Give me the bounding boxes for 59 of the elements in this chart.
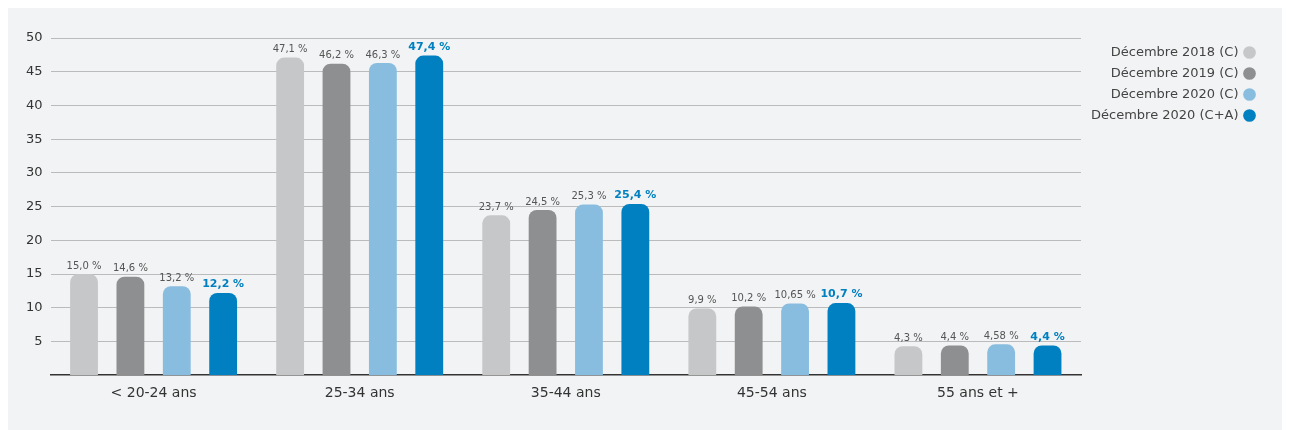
bar <box>209 292 238 376</box>
bar <box>827 303 856 376</box>
data-label: 25,4 % <box>614 188 657 202</box>
bar <box>368 62 397 376</box>
bar <box>482 215 511 376</box>
legend-label: Décembre 2020 (C+A) <box>1091 106 1239 122</box>
data-label: 46,3 % <box>365 48 401 60</box>
bar <box>276 57 305 376</box>
x-tick-label: 45-54 ans <box>736 384 807 401</box>
bar <box>688 308 717 376</box>
data-label: 4,58 % <box>983 329 1019 341</box>
x-tick-label: < 20-24 ans <box>110 384 197 401</box>
y-tick-label: 40 <box>26 96 43 112</box>
data-label: 47,1 % <box>272 43 308 55</box>
data-label: 9,9 % <box>688 294 717 306</box>
bar <box>1033 345 1062 376</box>
y-tick-label: 45 <box>26 63 43 79</box>
data-label: 12,2 % <box>202 277 245 291</box>
bar <box>940 345 969 376</box>
bar <box>894 346 923 376</box>
y-tick-label: 20 <box>26 231 43 247</box>
bar <box>116 276 145 376</box>
data-label: 10,65 % <box>774 288 816 300</box>
data-label: 13,2 % <box>159 271 195 283</box>
y-tick-label: 35 <box>26 130 43 146</box>
bar <box>734 306 763 376</box>
data-label: 10,2 % <box>731 292 767 303</box>
data-label: 4,3 % <box>894 331 923 343</box>
data-label: 15,0 % <box>66 259 102 271</box>
x-tick-label: 25-34 ans <box>324 384 395 401</box>
y-tick-label: 5 <box>34 332 43 348</box>
data-label: 47,4 % <box>408 39 451 53</box>
bar <box>621 203 650 376</box>
y-tick-label: 10 <box>26 299 43 315</box>
legend-label: Décembre 2019 (C) <box>1110 64 1239 80</box>
data-label: 46,2 % <box>319 49 354 61</box>
data-label: 10,7 % <box>820 287 863 301</box>
y-tick-label: 50 <box>26 29 43 45</box>
data-label: 23,7 % <box>478 200 514 212</box>
y-tick-label: 15 <box>26 265 43 281</box>
data-label: 24,5 % <box>525 195 561 207</box>
bar <box>575 204 603 376</box>
legend-label: Décembre 2018 (C) <box>1110 43 1239 59</box>
data-label: 4,4 % <box>1030 329 1065 343</box>
data-label: 25,3 % <box>571 190 607 202</box>
data-label: 4,4 % <box>940 331 970 343</box>
x-tick-label: 35-44 ans <box>530 384 601 401</box>
bar <box>162 286 191 376</box>
bar <box>415 55 444 376</box>
legend-label: Décembre 2020 (C) <box>1110 85 1239 101</box>
bar <box>322 63 351 376</box>
bar <box>528 209 557 376</box>
y-tick-label: 30 <box>26 164 43 180</box>
y-tick-label: 25 <box>26 197 43 213</box>
bar <box>987 344 1016 376</box>
data-label: 14,6 % <box>112 262 148 274</box>
bar <box>70 274 98 376</box>
bar <box>781 303 809 376</box>
x-tick-label: 55 ans et + <box>937 384 1019 401</box>
